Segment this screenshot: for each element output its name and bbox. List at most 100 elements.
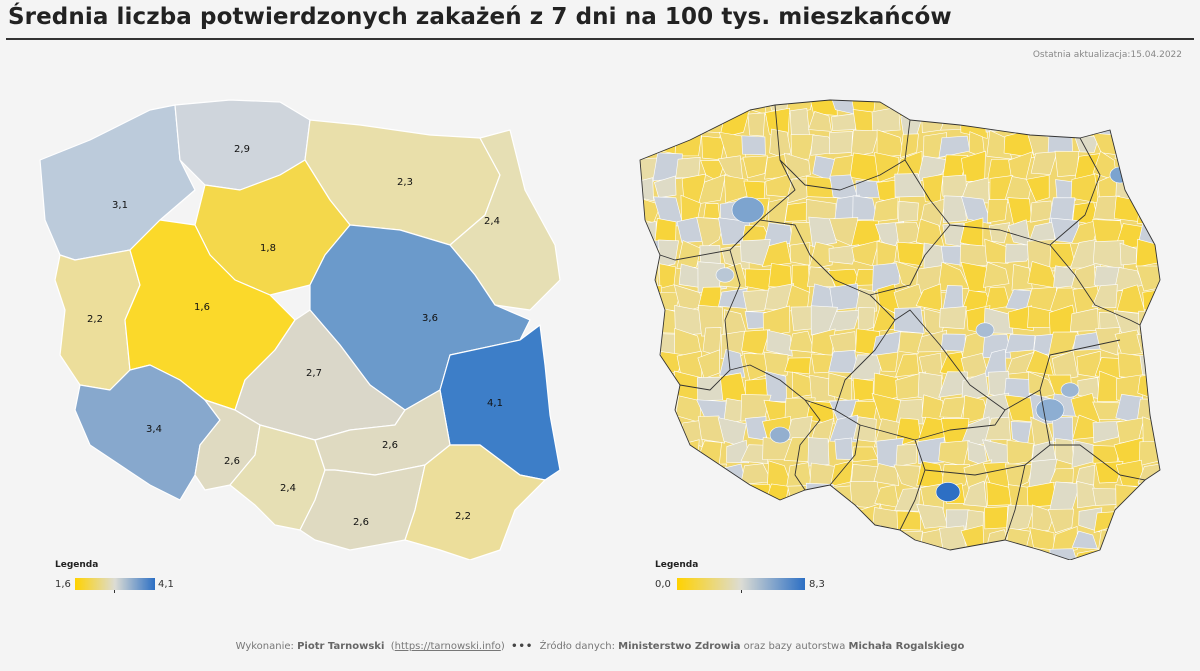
region-podkarpackie[interactable] xyxy=(404,444,546,561)
county-cell[interactable] xyxy=(1159,132,1175,155)
county-cell[interactable] xyxy=(697,415,726,444)
county-cell[interactable] xyxy=(1116,525,1141,558)
county-cell[interactable] xyxy=(893,307,925,334)
county-cell[interactable] xyxy=(697,89,724,112)
county-cell[interactable] xyxy=(1138,482,1163,508)
county-cell[interactable] xyxy=(1164,525,1175,554)
county-cell[interactable] xyxy=(1051,350,1079,381)
county-cell[interactable] xyxy=(920,90,940,111)
county-cell[interactable] xyxy=(850,220,881,248)
county-cell[interactable] xyxy=(1157,220,1175,243)
county-cell[interactable] xyxy=(809,547,832,560)
county-cell[interactable] xyxy=(634,306,662,335)
county-cell[interactable] xyxy=(961,372,989,403)
county-cell[interactable] xyxy=(1049,548,1081,560)
county-cell[interactable] xyxy=(789,242,811,266)
county-cell[interactable] xyxy=(1007,305,1034,331)
county-cell[interactable] xyxy=(984,238,1012,264)
county-cell[interactable] xyxy=(876,351,899,372)
county-cell[interactable] xyxy=(731,196,765,224)
county-cell[interactable] xyxy=(828,244,860,265)
county-cell[interactable] xyxy=(675,156,701,179)
county-cell[interactable] xyxy=(769,426,791,444)
county-cell[interactable] xyxy=(829,485,855,512)
county-cell[interactable] xyxy=(697,463,727,488)
county-cell[interactable] xyxy=(1162,288,1175,308)
county-cell[interactable] xyxy=(654,88,683,115)
county-cell[interactable] xyxy=(761,240,792,267)
county-cell[interactable] xyxy=(1072,286,1102,316)
county-cell[interactable] xyxy=(1097,370,1123,402)
county-cell[interactable] xyxy=(810,353,836,374)
county-cell[interactable] xyxy=(829,283,860,311)
county-cell[interactable] xyxy=(1092,420,1124,444)
county-cell[interactable] xyxy=(807,437,830,467)
county-cell[interactable] xyxy=(1028,111,1058,134)
county-cell[interactable] xyxy=(829,131,853,155)
county-cell[interactable] xyxy=(789,532,815,558)
county-cell[interactable] xyxy=(916,155,948,183)
county-cell[interactable] xyxy=(1051,526,1078,556)
county-cell[interactable] xyxy=(807,527,838,557)
county-cell[interactable] xyxy=(1157,460,1175,488)
county-cell[interactable] xyxy=(1163,419,1175,446)
county-cell[interactable] xyxy=(1030,416,1055,446)
county-cell[interactable] xyxy=(762,546,791,560)
county-cell[interactable] xyxy=(1158,106,1175,136)
county-cell[interactable] xyxy=(831,112,859,131)
county-cell[interactable] xyxy=(1072,106,1097,134)
county-cell[interactable] xyxy=(900,133,919,158)
region-zachodniopomorskie[interactable] xyxy=(39,104,196,261)
county-cell[interactable] xyxy=(940,333,966,352)
county-cell[interactable] xyxy=(1095,327,1121,356)
county-cell[interactable] xyxy=(1060,382,1080,398)
county-cell[interactable] xyxy=(982,89,1008,117)
county-cell[interactable] xyxy=(1158,87,1175,114)
county-cell[interactable] xyxy=(1143,135,1168,154)
county-cell[interactable] xyxy=(651,438,681,465)
county-cell[interactable] xyxy=(660,510,678,532)
county-cell[interactable] xyxy=(850,525,881,557)
county-cell[interactable] xyxy=(1158,551,1175,560)
county-cell[interactable] xyxy=(1072,331,1101,351)
county-cell[interactable] xyxy=(1005,504,1035,533)
county-cell[interactable] xyxy=(975,322,995,338)
county-cell[interactable] xyxy=(635,221,657,240)
county-cell[interactable] xyxy=(1158,176,1175,202)
county-cell[interactable] xyxy=(1055,179,1077,203)
county-cell[interactable] xyxy=(721,551,751,560)
county-cell[interactable] xyxy=(1139,172,1160,206)
county-cell[interactable] xyxy=(986,198,1008,224)
county-cell[interactable] xyxy=(808,216,838,248)
county-cell[interactable] xyxy=(940,553,969,560)
county-cell[interactable] xyxy=(696,530,726,553)
county-cell[interactable] xyxy=(766,329,793,357)
county-cell[interactable] xyxy=(1138,310,1167,337)
county-cell[interactable] xyxy=(922,173,944,204)
county-cell[interactable] xyxy=(652,486,683,511)
county-cell[interactable] xyxy=(1136,158,1165,180)
county-cell[interactable] xyxy=(1136,265,1168,292)
county-cell[interactable] xyxy=(1141,505,1167,535)
county-cell[interactable] xyxy=(1095,461,1124,484)
county-cell[interactable] xyxy=(988,222,1011,244)
county-cell[interactable] xyxy=(634,240,662,264)
county-cell[interactable] xyxy=(674,86,706,118)
county-cell[interactable] xyxy=(1139,87,1166,114)
county-cell[interactable] xyxy=(1093,195,1121,221)
county-cell[interactable] xyxy=(896,241,925,267)
county-cell[interactable] xyxy=(895,399,924,425)
county-cell[interactable] xyxy=(783,152,811,181)
county-cell[interactable] xyxy=(741,135,766,156)
county-cell[interactable] xyxy=(652,548,683,560)
county-cell[interactable] xyxy=(742,289,771,312)
county-cell[interactable] xyxy=(942,195,968,223)
county-cell[interactable] xyxy=(1164,376,1175,395)
county-cell[interactable] xyxy=(1047,508,1074,534)
county-cell[interactable] xyxy=(790,134,815,160)
county-cell[interactable] xyxy=(830,532,856,554)
county-cell[interactable] xyxy=(1139,441,1167,467)
county-cell[interactable] xyxy=(654,175,677,199)
county-cell[interactable] xyxy=(719,529,750,556)
county-cell[interactable] xyxy=(898,546,921,560)
